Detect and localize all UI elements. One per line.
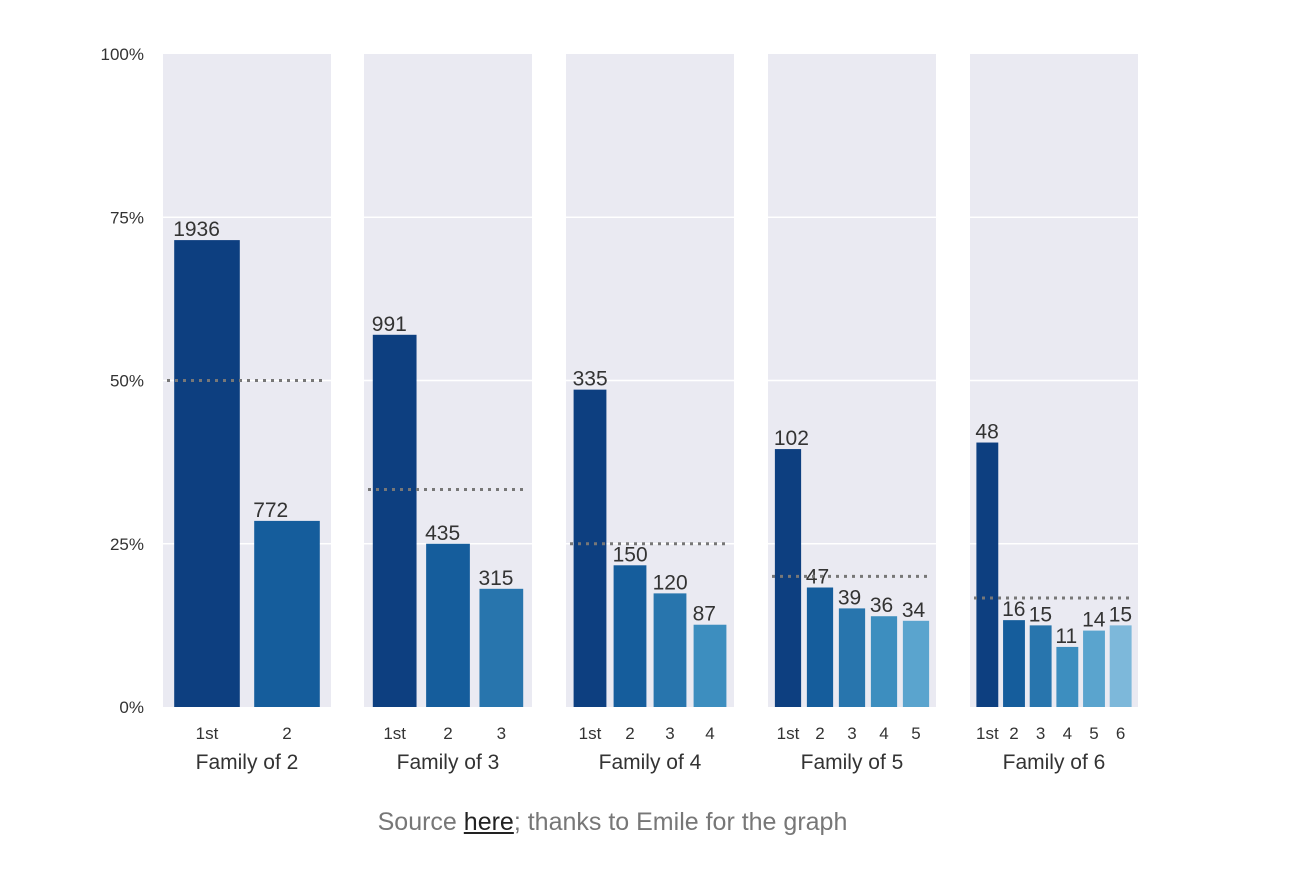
bar-count-label: 14 xyxy=(1082,609,1106,632)
y-tick-label: 100% xyxy=(101,45,144,64)
caption-suffix: ; thanks to Emile for the graph xyxy=(513,808,848,836)
x-tick-label: 4 xyxy=(705,724,714,743)
bar-count-label: 48 xyxy=(975,421,998,444)
bar xyxy=(838,608,866,707)
x-tick-label: 3 xyxy=(1036,724,1045,743)
x-tick-label: 5 xyxy=(1089,724,1098,743)
bar-count-label: 120 xyxy=(653,571,688,594)
bar-count-label: 150 xyxy=(613,543,648,566)
x-tick-label: 3 xyxy=(665,724,674,743)
bar-count-label: 772 xyxy=(253,499,288,522)
panel-label: Family of 3 xyxy=(397,751,500,774)
x-tick-label: 2 xyxy=(1009,724,1018,743)
x-tick-label: 6 xyxy=(1116,724,1125,743)
bar-count-label: 335 xyxy=(573,368,608,391)
bar xyxy=(774,449,802,707)
bar xyxy=(254,520,320,707)
bar xyxy=(613,565,647,707)
y-tick-label: 25% xyxy=(110,535,144,554)
bar xyxy=(426,543,470,707)
figure-caption: Source here; thanks to Emile for the gra… xyxy=(0,808,1225,837)
bar xyxy=(806,587,834,707)
y-tick-label: 0% xyxy=(119,698,144,717)
x-tick-label: 1st xyxy=(777,724,800,743)
bar xyxy=(479,588,524,707)
bar-count-label: 47 xyxy=(806,566,829,589)
bar-count-label: 87 xyxy=(693,603,716,626)
bar-count-label: 36 xyxy=(870,594,893,617)
bar xyxy=(372,334,417,707)
x-tick-label: 1st xyxy=(383,724,406,743)
bar-count-label: 991 xyxy=(372,313,407,336)
bar-count-label: 435 xyxy=(425,522,460,545)
x-tick-label: 1st xyxy=(976,724,999,743)
bar-count-label: 34 xyxy=(902,599,926,622)
bar xyxy=(573,389,607,707)
panel-label: Family of 4 xyxy=(599,751,702,774)
panel-label: Family of 6 xyxy=(1003,751,1106,774)
x-tick-label: 2 xyxy=(282,724,291,743)
bar xyxy=(1029,625,1052,707)
x-tick-label: 2 xyxy=(815,724,824,743)
panel-label: Family of 5 xyxy=(801,751,904,774)
caption-prefix: Source xyxy=(377,808,464,836)
bar-count-label: 1936 xyxy=(173,218,220,241)
panel-label: Family of 2 xyxy=(196,751,299,774)
bar xyxy=(693,624,727,707)
bar-count-label: 15 xyxy=(1109,603,1132,626)
bar-count-label: 102 xyxy=(774,427,809,450)
bar-count-label: 315 xyxy=(478,567,513,590)
x-tick-label: 2 xyxy=(443,724,452,743)
x-tick-label: 4 xyxy=(879,724,888,743)
x-tick-label: 1st xyxy=(196,724,219,743)
x-tick-label: 1st xyxy=(579,724,602,743)
x-tick-label: 4 xyxy=(1063,724,1072,743)
bar xyxy=(976,442,999,707)
bar xyxy=(870,616,898,707)
bar-count-label: 39 xyxy=(838,586,861,609)
bar-count-label: 11 xyxy=(1055,625,1077,648)
x-tick-label: 3 xyxy=(497,724,506,743)
x-tick-label: 3 xyxy=(847,724,856,743)
bar xyxy=(902,620,930,707)
family-birth-order-chart: 0% 25% 50% 75% 100% 1936 1st 772 2 Family of 2 991… xyxy=(101,45,1138,774)
bar xyxy=(1003,620,1025,707)
y-tick-label: 50% xyxy=(110,372,144,391)
bar-count-label: 16 xyxy=(1002,598,1025,621)
bar xyxy=(1109,625,1132,707)
x-tick-label: 5 xyxy=(911,724,920,743)
source-link[interactable]: here xyxy=(463,808,514,836)
bar xyxy=(1056,646,1079,707)
y-tick-label: 75% xyxy=(110,208,144,227)
x-tick-label: 2 xyxy=(625,724,634,743)
bar xyxy=(653,593,687,707)
bar xyxy=(174,240,240,708)
bar xyxy=(1083,630,1105,707)
bar-count-label: 15 xyxy=(1029,603,1052,626)
